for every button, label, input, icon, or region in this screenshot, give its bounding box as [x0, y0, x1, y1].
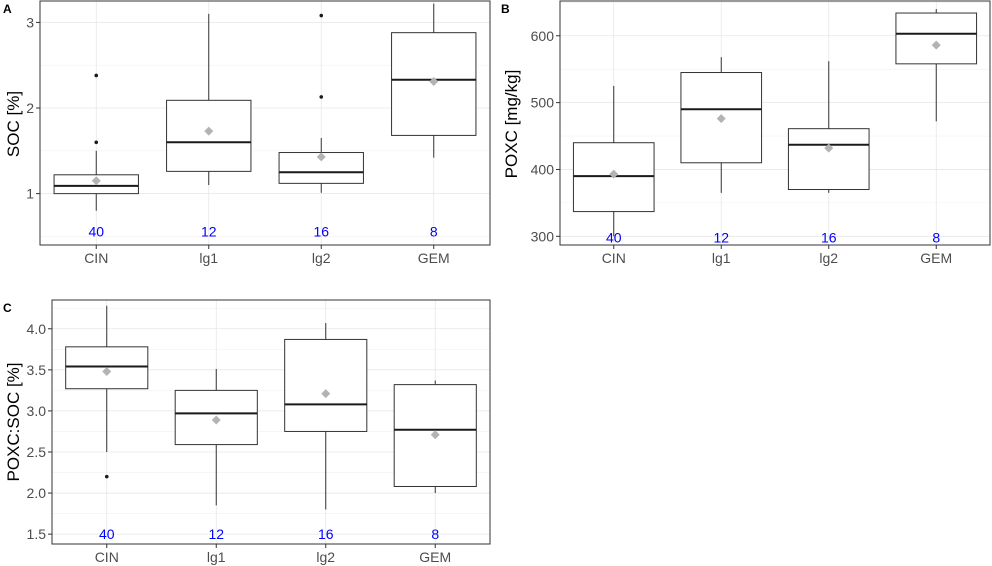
y-tick-label: 2	[26, 100, 34, 116]
box-b-gem: 8	[895, 9, 978, 246]
n-label: 8	[932, 230, 940, 246]
n-label: 40	[606, 230, 622, 246]
mean-marker	[429, 76, 439, 86]
iqr-box	[787, 128, 870, 191]
mean-marker	[931, 40, 941, 50]
y-tick-label: 1.5	[27, 526, 47, 542]
panel-border-b	[559, 0, 991, 246]
panel-b: 40 12 16 8 300 400 500 600 CIN lg1 lg2 GEM B POXC [mg…	[501, 0, 991, 266]
panel-letter-b: B	[501, 2, 510, 16]
box-b-cin: 40	[572, 85, 655, 246]
x-tick-label: lg1	[207, 549, 226, 565]
y-tick-label: 3.0	[27, 403, 47, 419]
n-label: 8	[431, 526, 439, 542]
y-tick-label: 400	[531, 161, 555, 177]
y-tick-label: 2.0	[27, 485, 47, 501]
x-tick-label: lg2	[312, 250, 331, 266]
outlier-point	[94, 140, 99, 145]
panel-letter-c: C	[3, 301, 12, 315]
mean-marker	[204, 126, 214, 136]
y-axis-label-b: POXC [mg/kg]	[502, 70, 521, 179]
n-label: 16	[313, 223, 329, 239]
n-label: 12	[201, 223, 217, 239]
y-tick-label: 2.5	[27, 444, 47, 460]
x-tick-label: GEM	[920, 250, 952, 266]
x-tick-label: lg2	[316, 549, 335, 565]
outlier-point	[319, 13, 324, 18]
x-tick-label: lg1	[199, 250, 218, 266]
y-axis-label-a: SOC [%]	[4, 91, 23, 157]
x-tick-label: lg2	[819, 250, 838, 266]
y-tick-label: 600	[531, 28, 555, 44]
mean-marker	[211, 415, 221, 425]
n-label: 16	[821, 230, 837, 246]
panel-border-a	[39, 0, 491, 246]
x-tick-label: CIN	[95, 549, 119, 565]
iqr-box	[166, 99, 252, 172]
x-tick-label: CIN	[602, 250, 626, 266]
box-a-gem: 8	[391, 3, 477, 239]
box-c-gem: 8	[393, 380, 477, 542]
x-tick-label: GEM	[418, 250, 450, 266]
box-a-lg1: 12	[166, 13, 252, 239]
n-label: 8	[430, 223, 438, 239]
mean-marker	[91, 176, 101, 186]
y-tick-label: 500	[531, 95, 555, 111]
mean-marker	[430, 430, 440, 440]
panel-letter-a: A	[3, 2, 12, 16]
box-c-lg2: 16	[284, 323, 368, 542]
y-tick-label: 4.0	[27, 321, 47, 337]
mean-marker	[609, 169, 619, 179]
y-tick-label: 300	[531, 228, 555, 244]
iqr-box	[284, 338, 368, 432]
n-label: 16	[318, 526, 334, 542]
panel-c: 40 12 16 8 1.5 2.0 2.5 3.0 3.5 4.0 CIN lg1 lg2 GEM C PO…	[3, 299, 491, 565]
outlier-point	[104, 474, 109, 479]
box-a-cin: 40	[53, 73, 139, 239]
mean-marker	[321, 389, 331, 399]
box-b-lg2: 16	[787, 61, 870, 246]
x-tick-label: CIN	[84, 250, 108, 266]
outlier-point	[319, 95, 324, 99]
box-c-cin: 40	[65, 305, 149, 542]
y-tick-label: 3.5	[27, 362, 47, 378]
outlier-point	[94, 73, 99, 78]
n-label: 40	[99, 526, 115, 542]
x-tick-label: lg1	[712, 250, 731, 266]
y-tick-label: 3	[26, 14, 34, 30]
box-c-lg1: 12	[174, 369, 258, 542]
mean-marker	[824, 143, 834, 153]
box-b-lg1: 12	[680, 57, 763, 246]
mean-marker	[102, 366, 112, 376]
box-a-lg2: 16	[278, 13, 364, 239]
y-axis-label-c: POXC:SOC [%]	[4, 362, 23, 481]
mean-marker	[316, 152, 326, 162]
y-tick-label: 1	[26, 186, 34, 202]
n-label: 12	[208, 526, 224, 542]
panel-border-c	[51, 299, 491, 545]
mean-marker	[716, 114, 726, 124]
n-label: 12	[713, 230, 729, 246]
x-tick-label: GEM	[419, 549, 451, 565]
n-label: 40	[88, 223, 104, 239]
iqr-box	[895, 12, 978, 65]
